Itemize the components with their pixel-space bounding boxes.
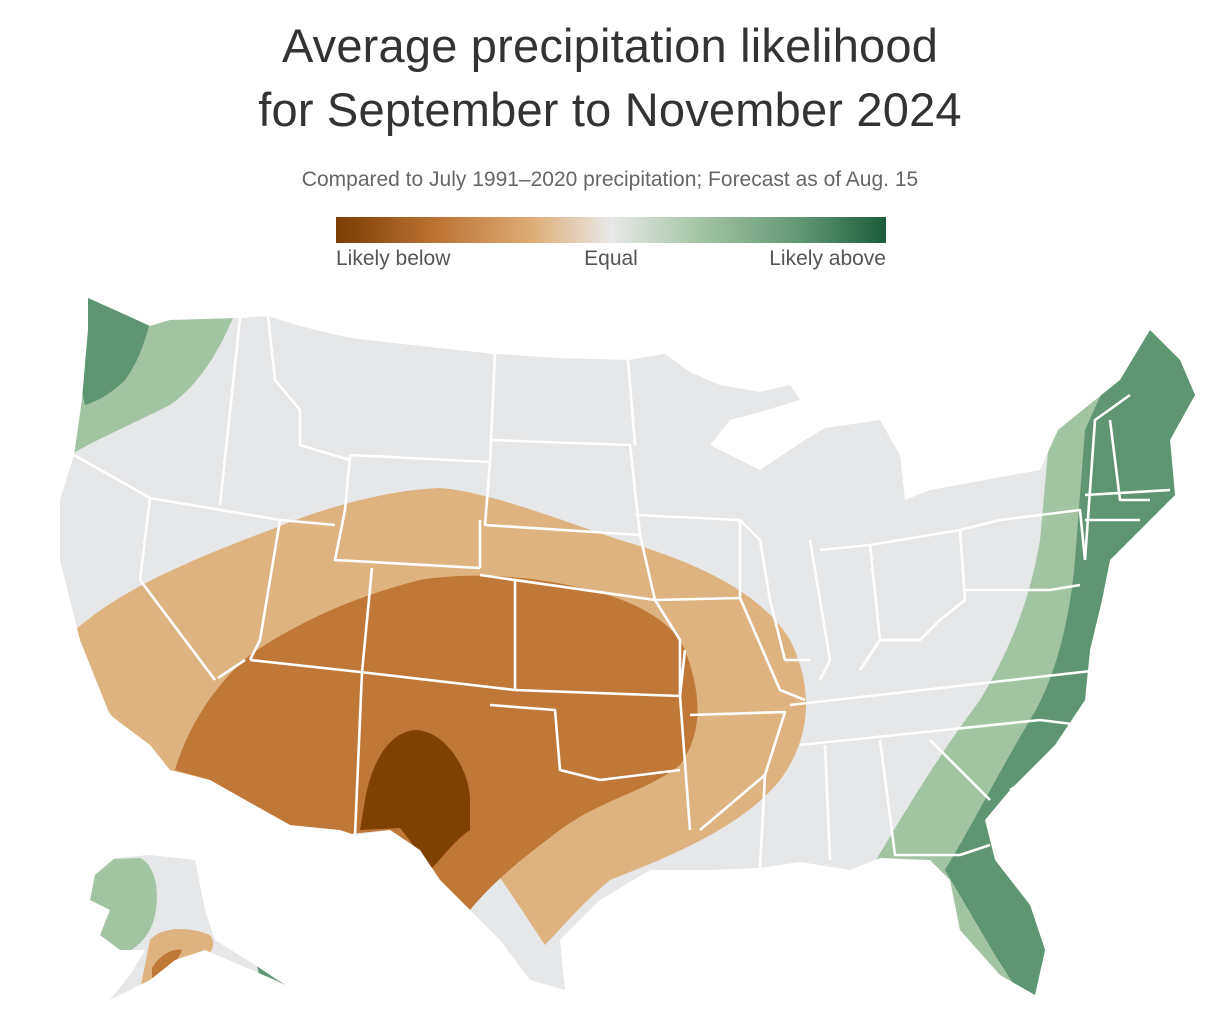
legend-gradient-bar [336, 217, 886, 243]
color-legend: Likely below Equal Likely above [336, 217, 886, 275]
alaska [90, 855, 285, 1000]
alaska-likely-above-light [90, 858, 157, 958]
state-borders [73, 315, 1171, 869]
contiguous-us [60, 298, 1195, 995]
alaska-likely-above-southeast [255, 958, 285, 990]
region-likely-below-strong [360, 730, 470, 868]
chart-subtitle: Compared to July 1991–2020 precipitation… [301, 168, 919, 191]
legend-label-below: Likely below [336, 247, 451, 270]
title-line-1: Average precipitation likelihood [281, 19, 939, 72]
alaska-likely-below-medium [152, 949, 182, 978]
chart-title: Average precipitation likelihood for Sep… [0, 14, 1220, 142]
title-line-2: for September to November 2024 [258, 83, 962, 136]
legend-label-above: Likely above [769, 247, 886, 270]
legend-label-equal: Equal [584, 247, 638, 270]
